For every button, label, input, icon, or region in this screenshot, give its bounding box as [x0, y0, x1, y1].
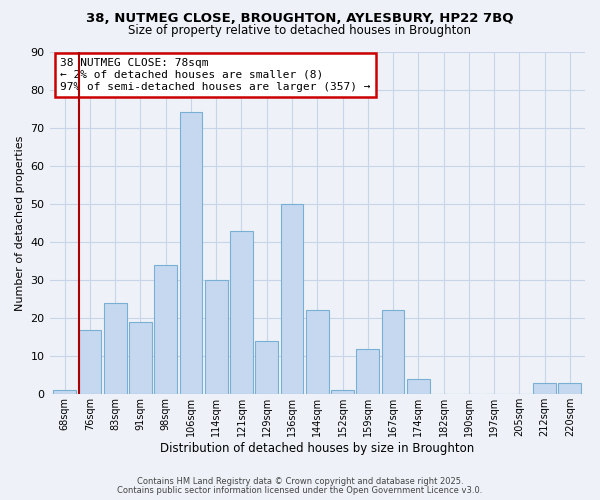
X-axis label: Distribution of detached houses by size in Broughton: Distribution of detached houses by size … — [160, 442, 475, 455]
Y-axis label: Number of detached properties: Number of detached properties — [15, 135, 25, 310]
Bar — [256, 341, 278, 394]
Bar — [533, 383, 556, 394]
Bar — [79, 330, 101, 394]
Bar — [281, 204, 304, 394]
Bar — [104, 303, 127, 394]
Bar — [179, 112, 202, 394]
Bar — [407, 379, 430, 394]
Text: Size of property relative to detached houses in Broughton: Size of property relative to detached ho… — [128, 24, 472, 37]
Bar — [154, 265, 177, 394]
Bar — [205, 280, 227, 394]
Bar — [356, 348, 379, 395]
Bar — [306, 310, 329, 394]
Bar — [129, 322, 152, 394]
Text: 38 NUTMEG CLOSE: 78sqm
← 2% of detached houses are smaller (8)
97% of semi-detac: 38 NUTMEG CLOSE: 78sqm ← 2% of detached … — [60, 58, 371, 92]
Bar — [230, 230, 253, 394]
Bar — [331, 390, 354, 394]
Text: 38, NUTMEG CLOSE, BROUGHTON, AYLESBURY, HP22 7BQ: 38, NUTMEG CLOSE, BROUGHTON, AYLESBURY, … — [86, 12, 514, 26]
Bar — [559, 383, 581, 394]
Text: Contains public sector information licensed under the Open Government Licence v3: Contains public sector information licen… — [118, 486, 482, 495]
Bar — [53, 390, 76, 394]
Bar — [382, 310, 404, 394]
Text: Contains HM Land Registry data © Crown copyright and database right 2025.: Contains HM Land Registry data © Crown c… — [137, 477, 463, 486]
